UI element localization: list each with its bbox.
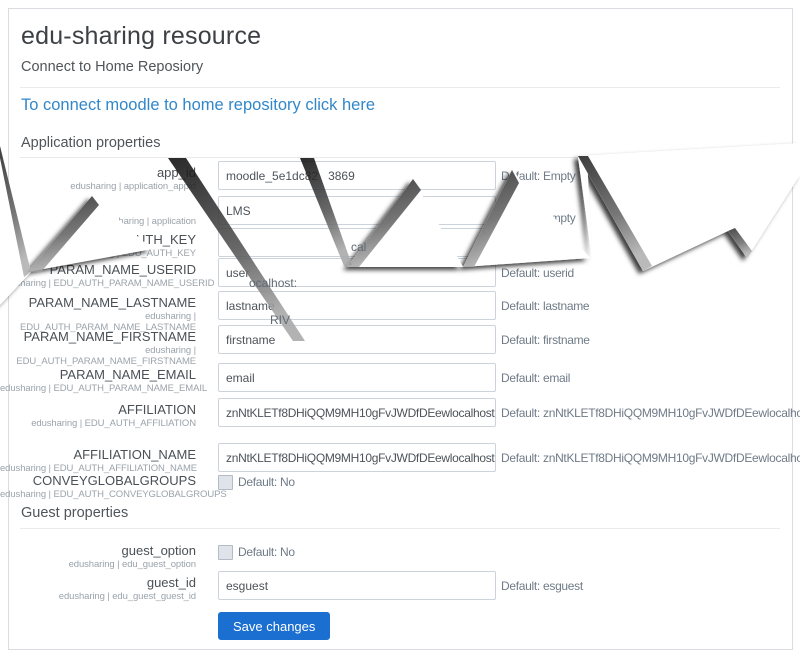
default-value-text: Default: No xyxy=(238,475,295,489)
setting-subname: EDU_AUTH_PARAM_NAME_LASTNAME xyxy=(20,322,196,333)
setting-subname: edusharing | EDU_AUTH_AFFILIATION_NAME xyxy=(0,463,197,474)
setting-row-auth-key: EDU_AUTH_KEY edusharing | EDU_AUTH_KEY D… xyxy=(0,225,800,259)
default-value-text: Default: esguest xyxy=(501,579,583,593)
default-value-text: Default: lastname xyxy=(501,299,590,313)
default-value-text: Default: znNtKLETf8DHiQQM9MH10gFvJWDfDEe… xyxy=(501,406,800,420)
divider xyxy=(20,87,780,88)
setting-row-param-email: PARAM_NAME_EMAIL edusharing | EDU_AUTH_P… xyxy=(0,363,800,394)
setting-label: CONVEYGLOBALGROUPS xyxy=(32,473,196,488)
connect-repository-link[interactable]: To connect moodle to home repository cli… xyxy=(21,96,376,114)
setting-row-guest-id: guest_id edusharing | edu_guest_guest_id… xyxy=(0,571,800,602)
affiliation-input[interactable] xyxy=(218,398,496,427)
conveyglobalgroups-checkbox[interactable] xyxy=(218,475,233,490)
setting-label: AFFILIATION xyxy=(118,402,196,417)
setting-label: AFFILIATION_NAME xyxy=(73,447,196,462)
affiliation-name-input[interactable] xyxy=(218,443,496,472)
setting-subname: edusharing | EDU_AUTH_PARAM_NAME_USERID xyxy=(0,278,215,289)
param-firstname-input[interactable] xyxy=(218,325,496,354)
application-type-input[interactable] xyxy=(218,196,496,225)
setting-row-affiliation-name: AFFILIATION_NAME edusharing | EDU_AUTH_A… xyxy=(0,443,800,474)
setting-label: guest_option xyxy=(121,543,196,558)
setting-subname: edusharing | xyxy=(145,345,196,356)
setting-label: EDU_AUTH_KEY xyxy=(92,232,196,247)
setting-row-application-type: edusharing | application Default: Empty xyxy=(0,196,800,227)
guest-id-input[interactable] xyxy=(218,571,496,600)
setting-label: PARAM_NAME_USERID xyxy=(49,262,196,277)
setting-subname: edusharing | EDU_AUTH_CONVEYGLOBALGROUPS xyxy=(0,489,227,500)
setting-subname: edusharing | edu_guest_guest_id xyxy=(58,591,196,602)
save-changes-button[interactable]: Save changes xyxy=(218,612,331,640)
param-lastname-input[interactable] xyxy=(218,291,496,320)
default-value-text: Default: znNtKLETf8DHiQQM9MH10gFvJWDfDEe… xyxy=(501,451,800,465)
default-value-text: Default: use xyxy=(501,225,562,239)
setting-row-guest-option: guest_option edusharing | edu_guest_opti… xyxy=(0,544,800,571)
default-value-text: Default: firstname xyxy=(501,333,590,347)
artifact-text-fragment: ocalhost: xyxy=(249,276,298,290)
setting-subname: edusharing | application_appid xyxy=(70,181,196,192)
guest-option-checkbox[interactable] xyxy=(218,545,233,560)
default-value-text: Default: Empty xyxy=(501,211,576,225)
param-email-input[interactable] xyxy=(218,363,496,392)
setting-row-param-userid: PARAM_NAME_USERID edusharing | EDU_AUTH_… xyxy=(0,258,800,289)
divider xyxy=(20,528,780,529)
setting-subname: edusharing | EDU_AUTH_PARAM_NAME_EMAIL xyxy=(0,383,208,394)
setting-subname: edusharing | xyxy=(145,311,196,322)
section-heading-connect: Connect to Home Reposiory xyxy=(21,59,204,75)
section-heading-application: Application properties xyxy=(21,135,161,151)
setting-row-app-id: app_id edusharing | application_appid De… xyxy=(0,161,800,192)
setting-subname: edusharing | edu_guest_option xyxy=(68,559,197,570)
setting-label: app_id xyxy=(156,165,196,180)
artifact-text-fragment: cal xyxy=(351,240,367,254)
default-value-text: Default: Empty xyxy=(501,169,576,183)
setting-row-conveyglobalgroups: CONVEYGLOBALGROUPS edusharing | EDU_AUTH… xyxy=(0,474,800,501)
setting-label: PARAM_NAME_EMAIL xyxy=(59,367,196,382)
setting-label: PARAM_NAME_FIRSTNAME xyxy=(23,329,196,344)
setting-subname: edusharing | application xyxy=(98,216,196,227)
default-value-text: Default: email xyxy=(501,371,571,385)
page-title: edu-sharing resource xyxy=(21,22,262,50)
app-id-input[interactable] xyxy=(218,161,496,190)
default-value-text: Default: No xyxy=(238,545,295,559)
setting-label: guest_id xyxy=(146,575,196,590)
setting-label: PARAM_NAME_LASTNAME xyxy=(28,295,196,310)
setting-subname: EDU_AUTH_PARAM_NAME_FIRSTNAME xyxy=(16,356,196,367)
setting-subname: edusharing | EDU_AUTH_AFFILIATION xyxy=(31,418,196,429)
divider xyxy=(20,157,780,158)
default-value-text: Default: userid xyxy=(501,266,574,280)
section-heading-guest: Guest properties xyxy=(21,505,129,521)
setting-row-param-lastname: PARAM_NAME_LASTNAME edusharing | EDU_AUT… xyxy=(0,291,800,333)
setting-row-param-firstname: PARAM_NAME_FIRSTNAME edusharing | EDU_AU… xyxy=(0,325,800,367)
setting-row-affiliation: AFFILIATION edusharing | EDU_AUTH_AFFILI… xyxy=(0,398,800,429)
artifact-text-fragment: RIV xyxy=(270,313,291,327)
